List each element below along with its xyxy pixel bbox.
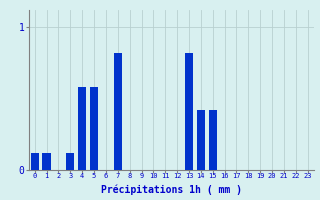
- Bar: [197, 110, 205, 170]
- Bar: [90, 87, 98, 170]
- Bar: [66, 153, 75, 170]
- X-axis label: Précipitations 1h ( mm ): Précipitations 1h ( mm ): [101, 184, 242, 195]
- Bar: [209, 110, 217, 170]
- Bar: [31, 153, 39, 170]
- Bar: [185, 53, 193, 170]
- Bar: [78, 87, 86, 170]
- Bar: [114, 53, 122, 170]
- Bar: [43, 153, 51, 170]
